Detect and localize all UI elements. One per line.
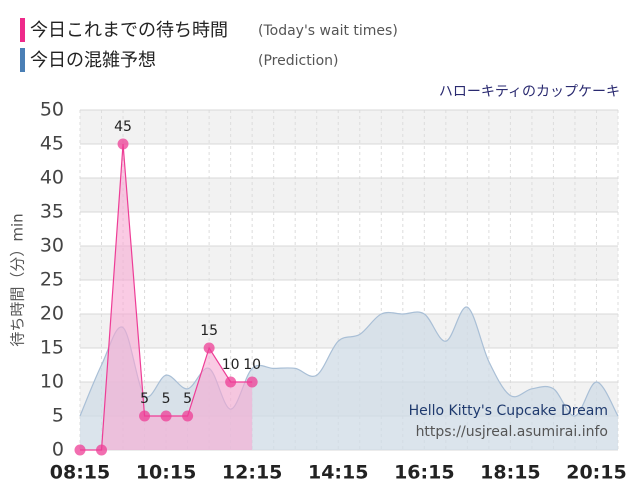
data-point <box>139 410 151 422</box>
y-axis-label: 待ち時間（分）min <box>9 213 27 346</box>
data-point <box>225 376 237 388</box>
grid-band <box>80 110 618 144</box>
y-tick-label: 50 <box>40 99 64 121</box>
annotation: ハローキティのカップケーキ <box>439 84 620 100</box>
data-label: 5 <box>162 391 171 407</box>
y-tick-label: 5 <box>52 405 64 427</box>
data-point <box>96 444 108 456</box>
data-point <box>182 410 194 422</box>
legend-sub: (Prediction) <box>258 53 338 69</box>
x-tick-label: 12:15 <box>222 462 282 484</box>
legend-sub: (Today's wait times) <box>258 23 398 39</box>
data-point <box>74 444 86 456</box>
x-tick-label: 10:15 <box>136 462 196 484</box>
data-point <box>160 410 172 422</box>
grid-band <box>80 246 618 280</box>
x-tick-label: 16:15 <box>394 462 454 484</box>
legend-swatch <box>20 48 25 72</box>
watermark-url: https://usjreal.asumirai.info <box>416 424 608 440</box>
legend-label: 今日の混雑予想 <box>30 50 156 71</box>
y-tick-label: 20 <box>40 303 64 325</box>
data-label: 10 <box>222 357 240 373</box>
y-tick-label: 45 <box>40 133 64 155</box>
x-tick-label: 14:15 <box>308 462 368 484</box>
data-label: 5 <box>140 391 149 407</box>
y-tick-label: 15 <box>40 337 64 359</box>
y-tick-label: 25 <box>40 269 64 291</box>
series-line <box>79 306 619 417</box>
data-label: 45 <box>114 119 132 135</box>
data-point <box>203 342 215 354</box>
series-area <box>80 144 253 450</box>
legend-swatch <box>20 18 25 42</box>
grid-band <box>80 178 618 212</box>
data-point <box>246 376 258 388</box>
data-label: 10 <box>243 357 261 373</box>
x-tick-label: 08:15 <box>50 462 110 484</box>
data-label: 5 <box>183 391 192 407</box>
y-tick-label: 35 <box>40 201 64 223</box>
data-label: 15 <box>200 323 218 339</box>
y-tick-label: 0 <box>52 439 64 461</box>
x-tick-label: 18:15 <box>480 462 540 484</box>
y-tick-label: 30 <box>40 235 64 257</box>
legend-label: 今日これまでの待ち時間 <box>30 20 228 41</box>
watermark-title: Hello Kitty's Cupcake Dream <box>409 403 608 419</box>
y-tick-label: 40 <box>40 167 64 189</box>
data-point <box>117 138 129 150</box>
y-tick-label: 10 <box>40 371 64 393</box>
x-tick-label: 20:15 <box>566 462 626 484</box>
